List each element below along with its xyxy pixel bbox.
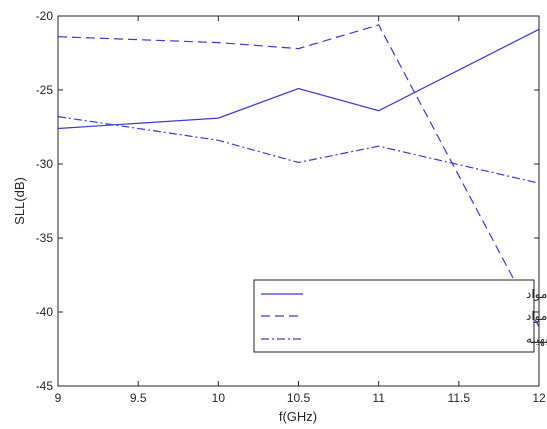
x-tick-label: 12	[532, 391, 546, 405]
x-tick-label: 9	[55, 391, 62, 405]
y-tick-label: -45	[36, 379, 54, 393]
legend-label-series-2: آنتن کوتاه شده بدون لنز فراموا‌د	[526, 308, 547, 324]
x-tick-label: 11	[372, 391, 385, 405]
y-axis-label: SLL(dB)	[12, 177, 27, 225]
legend-label-series-3: آنتن با طول بهینه	[526, 331, 547, 347]
x-tick-label: 10.5	[287, 391, 311, 405]
x-tick-label: 11.5	[448, 391, 471, 405]
x-axis-label: f(GHz)	[279, 409, 317, 424]
legend-label-series-1: آنتن کوتاه شده با لنز فراموا‌د	[526, 286, 547, 302]
y-tick-label: -30	[36, 157, 54, 171]
x-tick-label: 10	[212, 391, 226, 405]
x-tick-label: 9.5	[130, 391, 147, 405]
y-tick-label: -35	[36, 231, 54, 245]
y-tick-label: -40	[36, 305, 54, 319]
legend: آنتن کوتاه شده با لنز فراموا‌د آنتن کوتا…	[254, 280, 547, 352]
y-tick-label: -20	[36, 9, 54, 23]
y-tick-label: -25	[36, 83, 54, 97]
